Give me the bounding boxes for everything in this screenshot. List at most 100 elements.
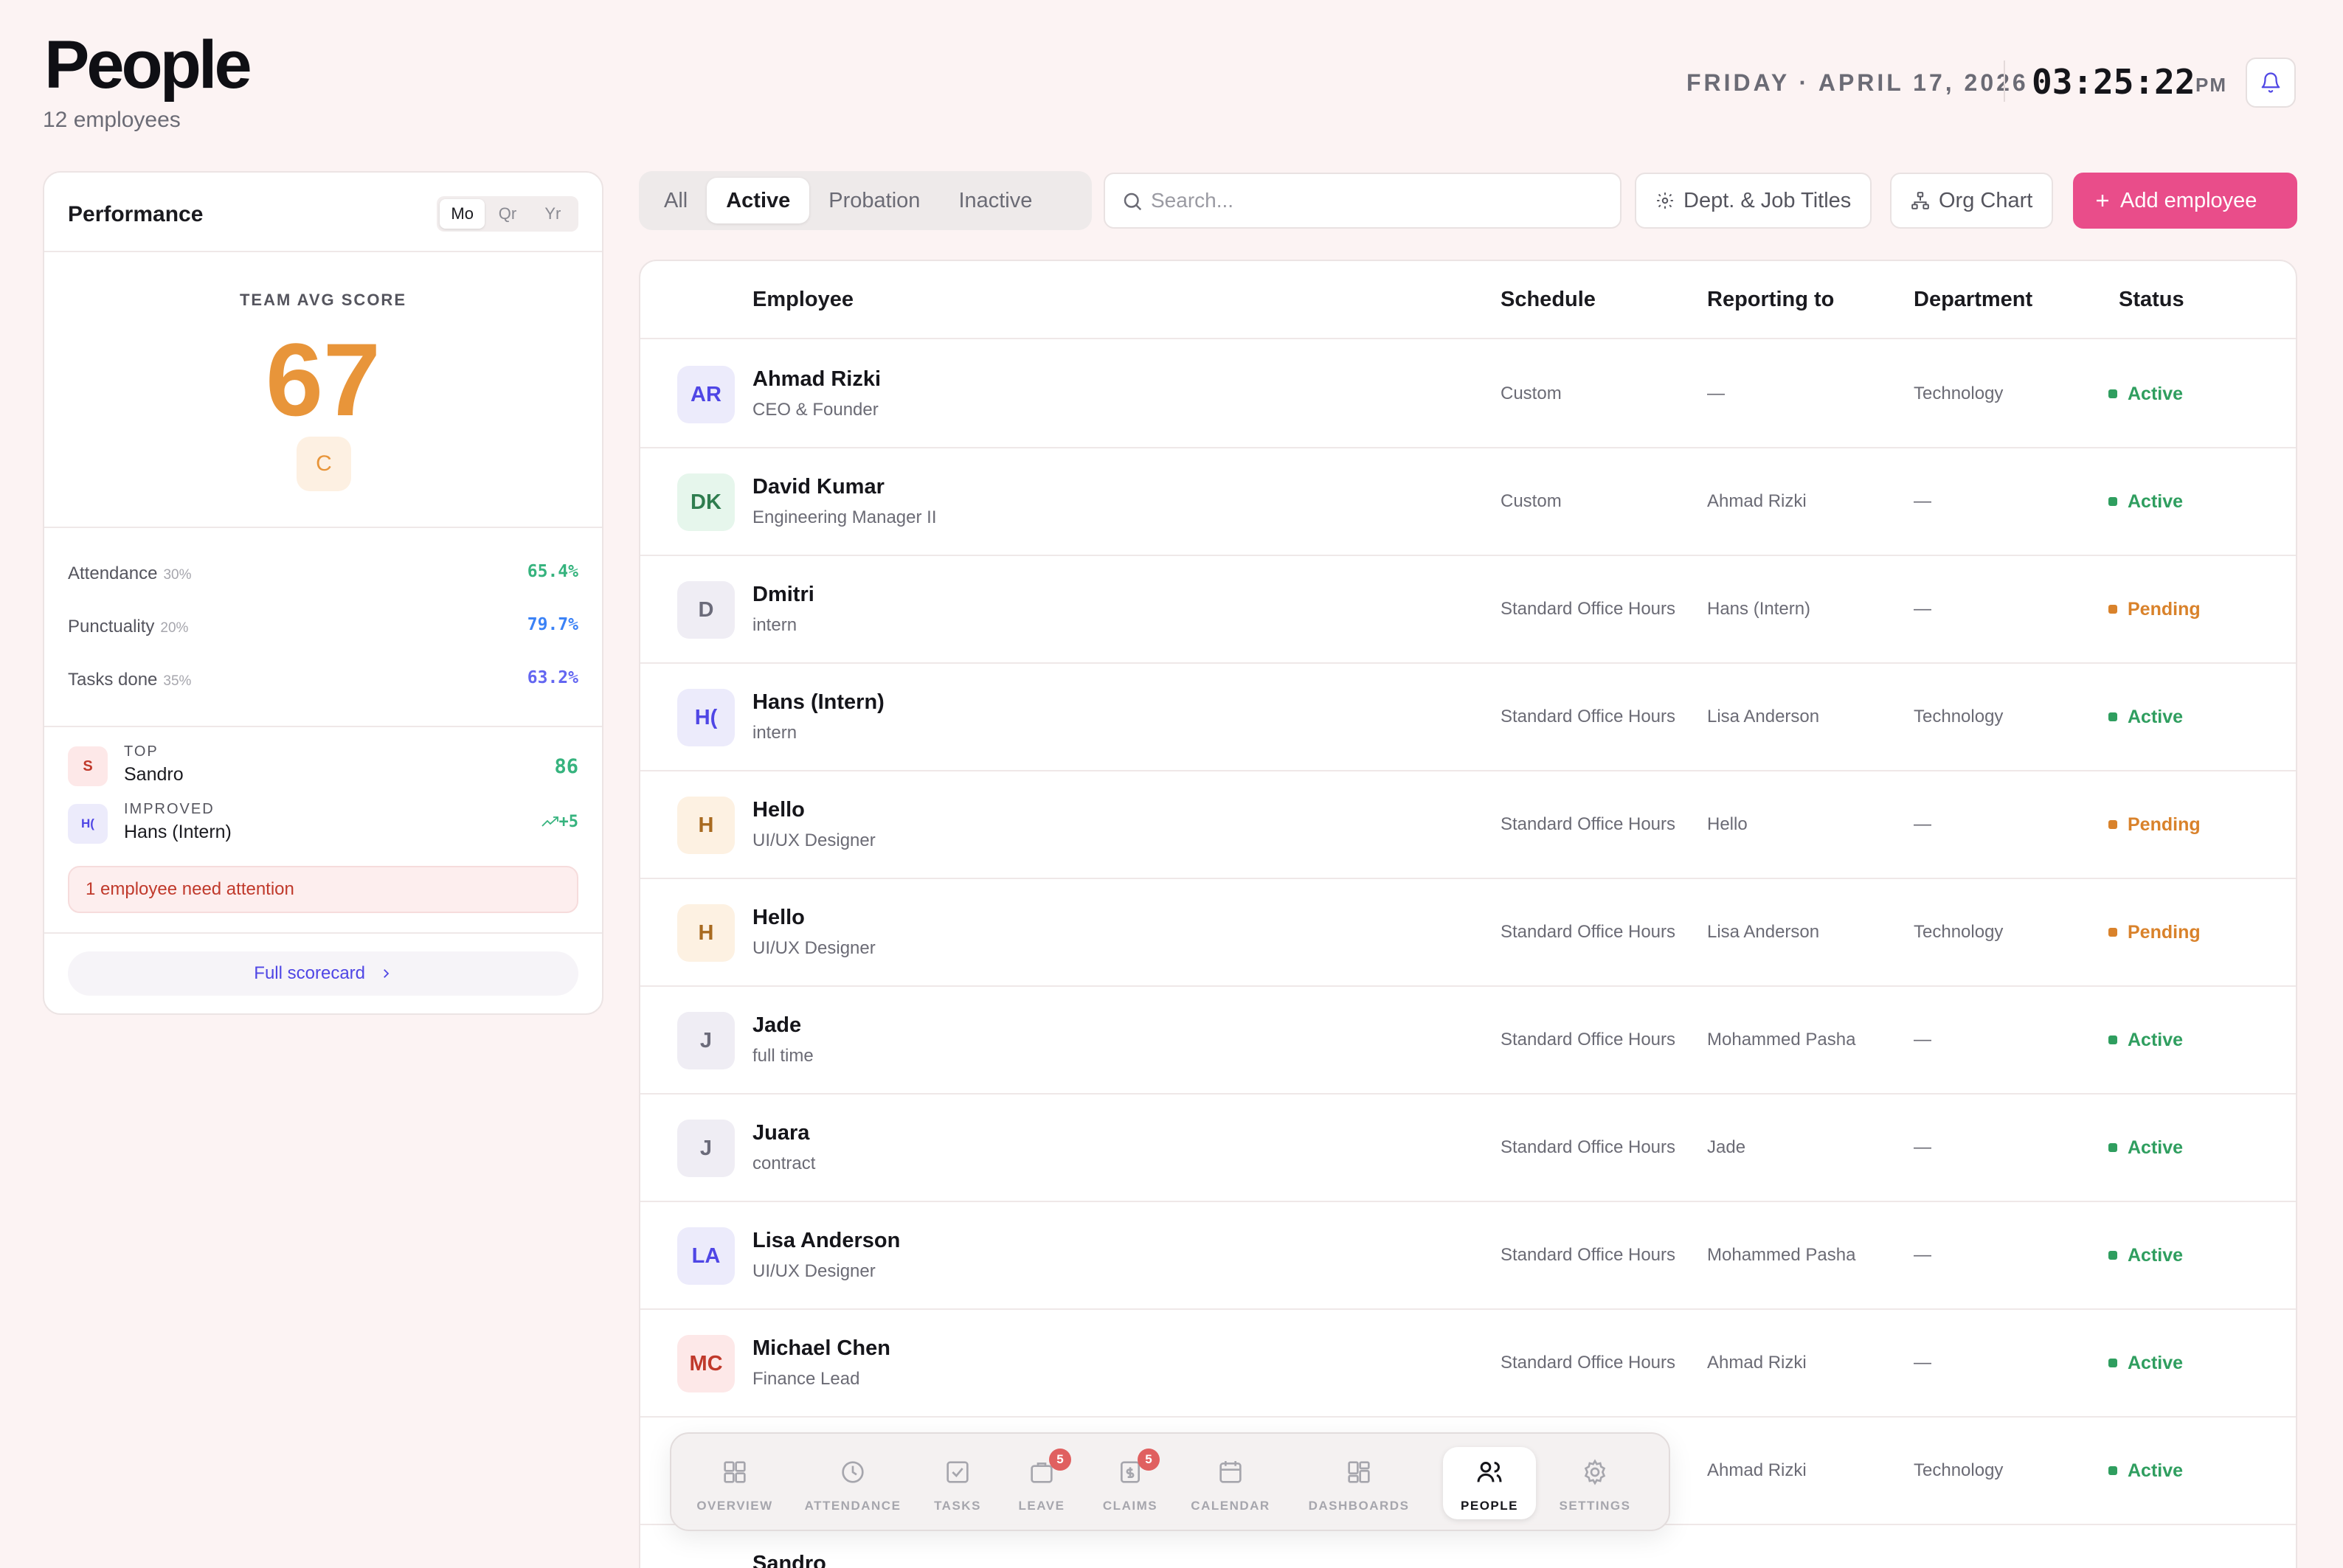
- table-row[interactable]: D Dmitri intern Standard Office Hours Hans (…: [640, 556, 2296, 664]
- employee-name: Hello: [752, 906, 805, 929]
- add-employee-button[interactable]: Add employee: [2073, 173, 2297, 229]
- search-icon: [1124, 192, 1142, 211]
- bottom-nav: OVERVIEW ATTENDANCE TASKS 5 LEAVE 5 CLAI…: [670, 1432, 1670, 1531]
- schedule-cell: Standard Office Hours: [1501, 814, 1676, 834]
- tab-inactive[interactable]: Inactive: [958, 189, 1033, 212]
- employee-title: Engineering Manager II: [752, 507, 937, 527]
- table-row[interactable]: H Hello UI/UX Designer Standard Office Hour…: [640, 771, 2296, 879]
- reporting-to-cell: Hello: [1707, 814, 1748, 834]
- status-dot: [2108, 1143, 2117, 1152]
- column-reporting-to[interactable]: Reporting to: [1707, 288, 1835, 311]
- table-row[interactable]: J Jade full time Standard Office Hours Moham…: [640, 987, 2296, 1095]
- nav-dashboards[interactable]: DASHBOARDS: [1307, 1447, 1411, 1519]
- header-divider: [2004, 60, 2005, 102]
- employee-name: Dmitri: [752, 583, 814, 606]
- top-name: Sandro: [124, 764, 184, 785]
- tab-all[interactable]: All: [664, 189, 688, 212]
- notifications-button[interactable]: [2246, 58, 2296, 108]
- employee-name: Juara: [752, 1121, 810, 1145]
- chevron-right-icon: [383, 969, 389, 978]
- table-row[interactable]: LA Lisa Anderson UI/UX Designer Standard Of…: [640, 1202, 2296, 1310]
- status-dot: [2108, 1251, 2117, 1260]
- attention-alert[interactable]: 1 employee need attention: [68, 866, 578, 913]
- avatar: AR: [677, 366, 735, 423]
- metric-weight: 20%: [160, 620, 189, 636]
- nav-label: LEAVE: [1018, 1499, 1065, 1513]
- period-month[interactable]: Mo: [440, 199, 485, 229]
- performance-title: Performance: [68, 202, 204, 226]
- status-dot: [2108, 712, 2117, 721]
- tab-active[interactable]: Active: [707, 178, 810, 223]
- overview-icon: [724, 1461, 746, 1483]
- top-kicker: TOP: [124, 743, 159, 760]
- department-cell: —: [1914, 491, 1931, 511]
- status-label: Active: [2128, 707, 2184, 727]
- column-employee[interactable]: Employee: [752, 288, 854, 311]
- claims-badge: 5: [1138, 1449, 1160, 1471]
- column-department[interactable]: Department: [1914, 288, 2033, 311]
- settings-icon: [1584, 1459, 1606, 1485]
- status-badge: Active: [2108, 384, 2183, 405]
- schedule-cell: Standard Office Hours: [1501, 599, 1676, 619]
- search-input[interactable]: [1151, 174, 1608, 227]
- table-row[interactable]: J Juara contract Standard Office Hours Jade —…: [640, 1095, 2296, 1202]
- nav-calendar[interactable]: CALENDAR: [1179, 1447, 1282, 1519]
- dashboards-icon: [1348, 1461, 1370, 1483]
- status-label: Pending: [2128, 599, 2201, 620]
- table-row[interactable]: AR Ahmad Rizki CEO & Founder Custom — Technol…: [640, 341, 2296, 448]
- nav-settings[interactable]: SETTINGS: [1543, 1447, 1647, 1519]
- column-schedule[interactable]: Schedule: [1501, 288, 1596, 311]
- performance-header: Performance Mo Qr Yr: [44, 173, 602, 252]
- nav-label: CLAIMS: [1102, 1499, 1158, 1513]
- full-scorecard-button[interactable]: Full scorecard: [68, 951, 578, 996]
- reporting-to-cell: Lisa Anderson: [1707, 707, 1820, 726]
- nav-claims[interactable]: 5 CLAIMS: [1079, 1447, 1182, 1519]
- metric-attendance: Attendance 30% 65.4%: [68, 559, 578, 589]
- department-cell: Technology: [1914, 1460, 2004, 1480]
- plus-icon: [2097, 195, 2108, 207]
- table-row[interactable]: H Hello UI/UX Designer Standard Office Hour…: [640, 879, 2296, 987]
- status-label: Pending: [2128, 814, 2201, 835]
- employee-table: Employee Schedule Reporting to Departmen…: [639, 260, 2297, 1568]
- search-box: [1104, 173, 1622, 229]
- avatar: H: [677, 797, 735, 854]
- column-status[interactable]: Status: [2119, 288, 2184, 311]
- nav-overview[interactable]: OVERVIEW: [683, 1447, 786, 1519]
- employee-name: Hello: [752, 798, 805, 822]
- status-dot: [2108, 1035, 2117, 1044]
- employee-count: 12 employees: [43, 108, 181, 132]
- top-score: 86: [554, 755, 578, 778]
- table-row[interactable]: Sandro: [640, 1525, 2296, 1568]
- period-quarter[interactable]: Qr: [498, 204, 517, 223]
- metric-label: Punctuality: [68, 617, 155, 636]
- status-label: Active: [2128, 1460, 2184, 1481]
- dept-job-titles-label: Dept. & Job Titles: [1683, 188, 1852, 212]
- table-row[interactable]: DK David Kumar Engineering Manager II Custo…: [640, 448, 2296, 556]
- period-year[interactable]: Yr: [544, 204, 561, 223]
- employee-title: full time: [752, 1046, 814, 1066]
- most-improved[interactable]: H( IMPROVED Hans (Intern) +5: [68, 798, 578, 845]
- table-row[interactable]: MC Michael Chen Finance Lead Standard Offic…: [640, 1310, 2296, 1418]
- status-badge: Active: [2108, 707, 2183, 728]
- bell-icon: [2261, 72, 2280, 93]
- status-label: Active: [2128, 1245, 2184, 1266]
- status-dot: [2108, 389, 2117, 398]
- nav-tasks[interactable]: TASKS: [906, 1447, 1009, 1519]
- table-row[interactable]: H(Hans (Intern) intern Standard Office Hou…: [640, 664, 2296, 771]
- schedule-cell: Standard Office Hours: [1501, 1137, 1676, 1157]
- reporting-to-cell: Hans (Intern): [1707, 599, 1811, 619]
- status-label: Active: [2128, 384, 2184, 404]
- nav-leave[interactable]: 5 LEAVE: [990, 1447, 1093, 1519]
- top-performer[interactable]: S TOP Sandro 86: [68, 740, 578, 788]
- employee-title: UI/UX Designer: [752, 1261, 876, 1281]
- employee-title: UI/UX Designer: [752, 830, 876, 850]
- reporting-to-cell: Mohammed Pasha: [1707, 1245, 1856, 1265]
- employee-name: Ahmad Rizki: [752, 367, 882, 391]
- nav-attendance[interactable]: ATTENDANCE: [801, 1447, 904, 1519]
- dept-job-titles-button[interactable]: Dept. & Job Titles: [1635, 173, 1872, 229]
- tab-probation[interactable]: Probation: [828, 189, 921, 212]
- improved-kicker: IMPROVED: [124, 801, 215, 817]
- nav-people[interactable]: PEOPLE: [1443, 1447, 1536, 1519]
- org-chart-button[interactable]: Org Chart: [1890, 173, 2054, 229]
- status-dot: [2108, 605, 2117, 614]
